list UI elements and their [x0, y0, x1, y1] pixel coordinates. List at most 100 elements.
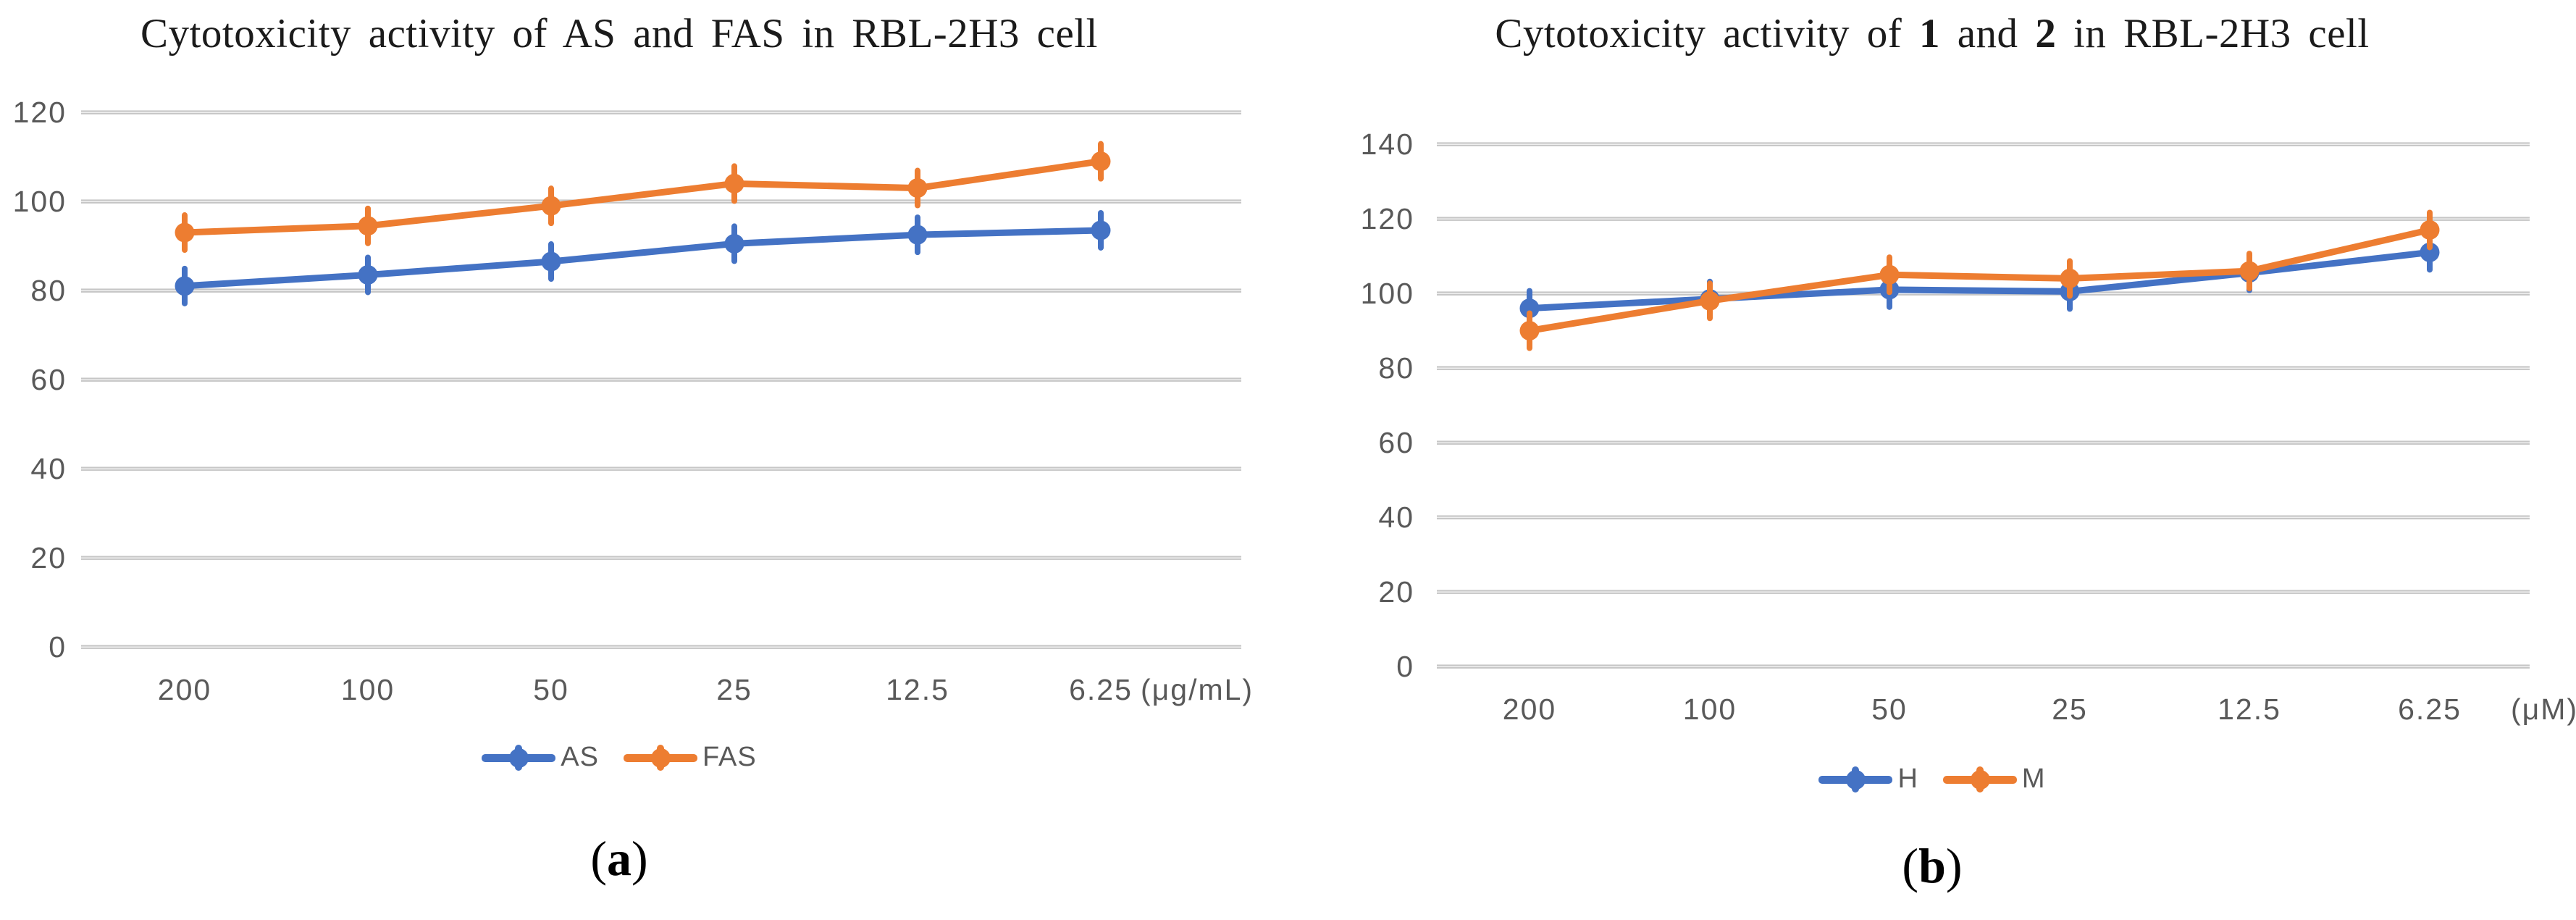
data-point-marker-AS [358, 264, 378, 285]
series-line-M [1526, 226, 2433, 334]
gridline [1437, 293, 2530, 296]
legend-line-marker-icon [623, 743, 697, 772]
data-point-marker-FAS [907, 178, 928, 198]
series-line-FAS [181, 158, 1104, 236]
y-tick-label: 80 [30, 274, 67, 307]
data-point-marker-M [1879, 264, 1900, 285]
y-tick-label: 120 [1361, 202, 1414, 235]
series-line-H [1526, 248, 2433, 312]
legend-label: M [2021, 764, 2046, 794]
data-point-marker-AS [1091, 220, 1111, 241]
y-tick-label: 60 [1378, 426, 1414, 459]
data-point-marker-FAS [541, 196, 561, 216]
gridline [81, 380, 1241, 382]
x-tick-label: 50 [1871, 693, 1908, 726]
gridline [1437, 217, 2530, 219]
y-tick-label: 80 [1378, 351, 1414, 385]
x-axis-unit-label: (μg/mL) [1141, 673, 1254, 706]
x-axis-unit-label: (μM) [2511, 693, 2576, 726]
y-tick-label: 40 [1378, 501, 1414, 534]
data-point-marker-AS [541, 251, 561, 272]
x-tick-label: 100 [341, 673, 395, 706]
x-tick-label: 25 [2052, 693, 2088, 726]
data-point-marker-M [2420, 219, 2440, 240]
gridline [1437, 590, 2530, 592]
chart-a-title: Cytotoxicity activity of AS and FAS in R… [0, 10, 1263, 57]
gridline [81, 377, 1241, 380]
gridline [81, 645, 1241, 647]
y-tick-label: 140 [1361, 127, 1414, 161]
chart-a: Cytotoxicity activity of AS and FAS in R… [0, 10, 1263, 887]
data-point-marker-H [1519, 298, 1540, 319]
text-segment: ( [590, 831, 607, 886]
data-point-marker-FAS [724, 173, 744, 193]
chart-a-legend: AS FAS [0, 742, 1263, 773]
gridline [81, 199, 1241, 201]
x-tick-label: 50 [533, 673, 569, 706]
legend-marker-shape [1846, 769, 1866, 790]
chart-b-caption: (b) [1288, 837, 2576, 895]
y-tick-label: 20 [1378, 575, 1414, 609]
legend-marker-shape [1970, 769, 1990, 790]
y-tick-label: 40 [30, 452, 67, 485]
data-point-marker-AS [907, 225, 928, 245]
text-segment: Cytotoxicity activity of [1495, 11, 1919, 57]
gridline [81, 558, 1241, 560]
text-segment: a [607, 831, 632, 886]
legend-label: AS [561, 742, 599, 772]
x-tick-label: 12.5 [886, 673, 949, 706]
text-segment: Cytotoxicity activity of AS and FAS in R… [140, 11, 1098, 57]
gridline [81, 288, 1241, 290]
text-segment: ( [1902, 838, 1919, 893]
data-point-marker-FAS [175, 222, 195, 243]
y-tick-label: 100 [13, 185, 67, 218]
x-tick-label: 200 [158, 673, 211, 706]
text-segment: ) [1945, 838, 1963, 893]
gridline [81, 556, 1241, 558]
y-tick-label: 120 [13, 96, 67, 129]
text-segment: in RBL-2H3 cell [2056, 11, 2370, 57]
gridline [81, 112, 1241, 114]
data-point-marker-FAS [1091, 151, 1111, 172]
x-tick-label: 25 [716, 673, 752, 706]
legend-line-marker-icon [1818, 765, 1893, 794]
y-tick-label: 100 [1361, 277, 1414, 310]
x-tick-label: 200 [1503, 693, 1556, 726]
data-point-marker-AS [175, 276, 195, 296]
x-tick-label: 6.25 [1069, 673, 1133, 706]
gridline [81, 467, 1241, 469]
gridline [81, 647, 1241, 649]
legend-item-FAS: FAS [623, 742, 757, 773]
gridline [1437, 443, 2530, 445]
gridline [1437, 515, 2530, 517]
legend-item-M: M [1942, 764, 2046, 795]
data-point-marker-M [1519, 321, 1540, 340]
text-segment: ) [632, 831, 648, 886]
text-segment: and [1940, 11, 2036, 57]
legend-item-H: H [1818, 764, 1918, 795]
x-tick-label: 6.25 [2398, 693, 2462, 726]
chart-a-caption: (a) [0, 830, 1263, 887]
gridline [1437, 664, 2530, 666]
text-segment: b [1918, 838, 1946, 893]
gridline [1437, 142, 2530, 144]
x-tick-label: 12.5 [2218, 693, 2281, 726]
gridline [81, 110, 1241, 112]
gridline [1437, 368, 2530, 370]
data-point-marker-M [2239, 261, 2260, 281]
gridline [1437, 144, 2530, 146]
gridline [81, 290, 1241, 293]
legend-marker-shape [509, 748, 529, 768]
x-tick-label: 100 [1683, 693, 1737, 726]
data-point-marker-H [2420, 242, 2440, 262]
gridline [1437, 219, 2530, 221]
text-segment: 1 [1919, 11, 1940, 57]
data-point-marker-M [2060, 268, 2080, 288]
series-line-AS [181, 227, 1104, 290]
data-point-marker-AS [724, 233, 744, 254]
legend-line-marker-icon [482, 743, 556, 772]
legend-label: H [1897, 764, 1918, 794]
chart-b: Cytotoxicity activity of 1 and 2 in RBL-… [1288, 0, 2576, 920]
gridline [1437, 366, 2530, 368]
